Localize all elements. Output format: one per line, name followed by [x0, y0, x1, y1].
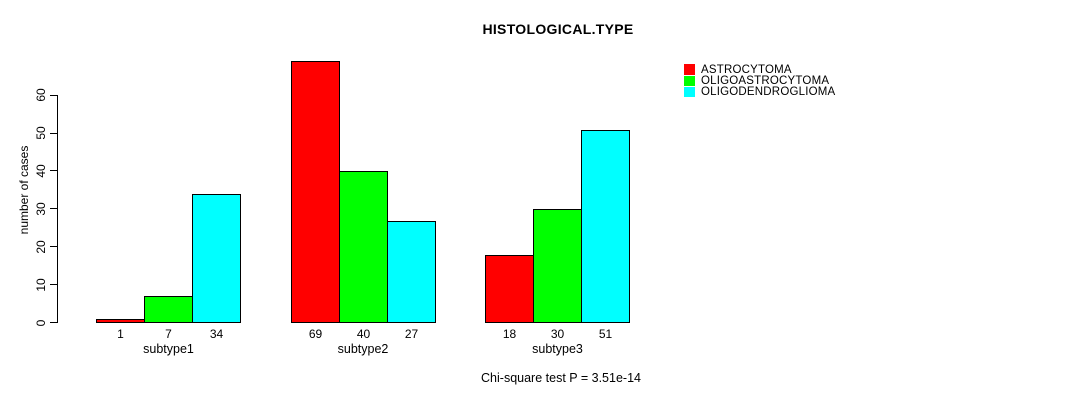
legend-label: OLIGODENDROGLIOMA: [701, 86, 836, 99]
y-axis-tick: [50, 132, 57, 134]
y-axis-tick-label: 0: [34, 319, 48, 326]
bar-value-label: 51: [598, 326, 613, 341]
legend-swatch-oligodendroglioma: [684, 86, 695, 98]
bar-subtype2-astrocytoma: [291, 60, 340, 323]
bar-subtype2-oligodendroglioma: [387, 220, 436, 323]
chart-title: HISTOLOGICAL.TYPE: [482, 21, 634, 37]
y-axis-tick-label: 10: [34, 277, 48, 292]
y-axis-label: number of cases: [17, 145, 31, 235]
y-axis-tick: [50, 246, 57, 248]
bar-subtype3-oligodendroglioma: [581, 129, 630, 323]
bar-subtype2-oligoastrocytoma: [339, 170, 388, 323]
bar-subtype1-oligodendroglioma: [192, 193, 241, 323]
bar-value-label: 27: [404, 326, 419, 341]
y-axis-tick-label: 50: [34, 126, 48, 140]
y-axis-tick: [50, 94, 57, 96]
bar-value-label: 30: [550, 326, 565, 341]
bar-value-label: 7: [165, 326, 172, 341]
category-label-subtype3: subtype3: [532, 342, 583, 356]
y-axis-tick: [50, 322, 57, 323]
y-axis-tick-label: 20: [34, 240, 48, 254]
bar-value-label: 69: [308, 326, 323, 341]
y-axis-tick: [50, 284, 57, 286]
chi-square-annotation: Chi-square test P = 3.51e-14: [481, 371, 641, 385]
legend-swatch-astrocytoma: [684, 64, 695, 75]
category-label-subtype2: subtype2: [337, 342, 389, 356]
y-axis-line: [57, 94, 58, 323]
bar-value-label: 34: [209, 326, 224, 341]
legend-item: OLIGODENDROGLIOMA: [684, 86, 836, 99]
bar-subtype3-astrocytoma: [485, 254, 534, 323]
y-axis-tick-label: 60: [34, 88, 48, 102]
legend-label: ASTROCYTOMA: [701, 63, 792, 76]
legend: ASTROCYTOMA OLIGOASTROCYTOMA OLIGODENDROGL…: [684, 64, 835, 98]
bar-value-label: 40: [356, 326, 371, 341]
bar-value-label: 18: [502, 326, 517, 341]
y-axis-tick-label: 30: [34, 202, 48, 216]
y-axis-tick-label: 40: [34, 164, 48, 178]
bar-subtype1-oligoastrocytoma: [144, 295, 193, 323]
legend-item: ASTROCYTOMA: [684, 63, 835, 76]
bar-value-label: 1: [117, 326, 124, 341]
legend-label: OLIGOASTROCYTOMA: [701, 74, 830, 87]
bar-subtype3-oligoastrocytoma: [533, 208, 582, 323]
y-axis-tick: [50, 170, 57, 172]
category-label-subtype1: subtype1: [143, 342, 194, 356]
y-axis-tick: [50, 208, 57, 210]
legend-item: OLIGOASTROCYTOMA: [684, 74, 835, 87]
bar-subtype1-astrocytoma: [96, 318, 145, 323]
legend-swatch-oligoastrocytoma: [684, 75, 695, 87]
